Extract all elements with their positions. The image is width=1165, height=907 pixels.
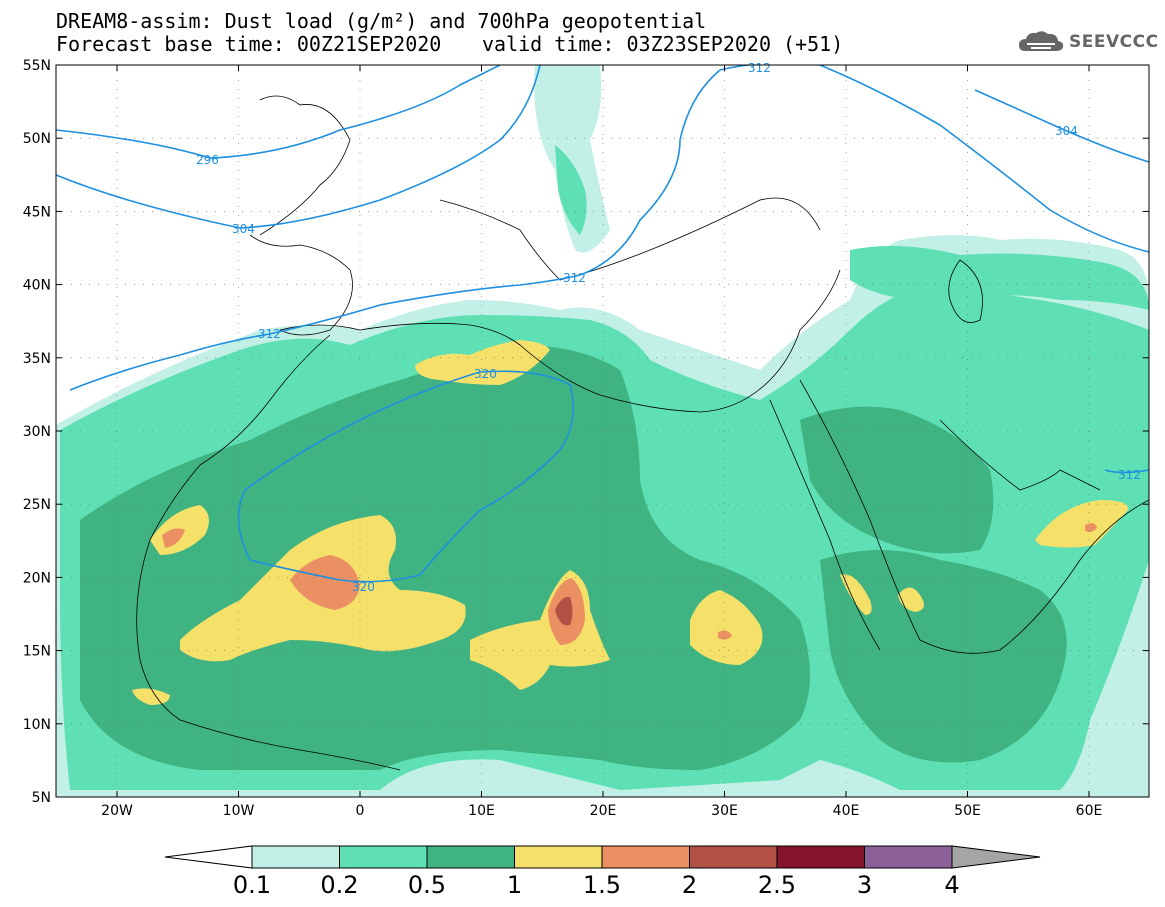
contour-label: 320 [474,367,497,381]
dust-level-0.1-north [534,65,610,253]
map-title: DREAM8-assim: Dust load (g/m²) and 700hP… [56,9,707,33]
lat-label: 55N [23,58,51,74]
geopotential-contours [56,65,1149,583]
colorbar-label: 2.5 [758,871,796,899]
lon-label: 20W [101,803,133,819]
lon-label: 60E [1076,803,1103,819]
colorbar-label: 4 [944,871,959,899]
dust-level-1.5-oman [1085,523,1097,533]
contour-312-west [69,65,820,391]
lat-label: 15N [23,644,51,660]
latitude-axis: 55N 50N 45N 40N 35N 30N 25N 20N 15N 10N 5N [23,58,1149,806]
colorbar-swatch [426,845,515,869]
dust-level-1-senegal [132,688,170,705]
dust-level-0.2-caspian [850,246,1149,310]
dust-level-1-north [415,340,550,385]
lon-label: 20E [590,803,617,819]
coastline-north-africa [199,269,841,466]
dust-level-0.5 [80,345,810,770]
contour-304-west [56,65,541,229]
colorbar-swatch [514,845,603,869]
colorbar-label: 0.2 [320,871,358,899]
colorbar-label: 0.1 [233,871,271,899]
seevccc-logo: SEEVCCC [1017,29,1159,55]
coastline-gulf [939,419,1101,491]
contour-label: 304 [232,222,255,236]
longitude-axis: 20W 10W 0 10E 20E 30E 40E 50E 60E [101,65,1102,819]
lat-label: 30N [23,424,51,440]
lon-label: 40E [833,803,860,819]
contour-296 [56,65,501,159]
contour-label: 296 [196,153,219,167]
colorbar-swatch [864,845,953,869]
colorbar-min-arrow [164,845,253,869]
colorbar-label: 1.5 [583,871,621,899]
coastline-west-africa [136,464,401,771]
contour-320 [237,370,575,583]
contour-label: 312 [258,327,281,341]
colorbar-swatch [689,845,778,869]
dust-field [56,65,1149,797]
lat-label: 20N [23,570,51,586]
colorbar-label: 3 [857,871,872,899]
lon-label: 0 [356,803,365,819]
contour-312-south [1104,469,1149,474]
lon-label: 30E [711,803,738,819]
cloud-icon [1019,31,1064,51]
dust-level-1.5-mauritania [162,528,185,548]
lat-label: 45N [23,204,51,220]
lon-label: 10W [223,803,255,819]
contour-label: 304 [1055,124,1078,138]
forecast-base-time: Forecast base time: 00Z21SEP2020 [56,32,442,56]
dust-level-1.5-sahara [290,555,360,610]
colorbar-max-arrow [951,845,1041,869]
dust-level-1-red-sea [840,574,872,615]
lon-label: 50E [954,803,981,819]
contour-label: 312 [1118,468,1141,482]
dust-level-0.2-north [555,145,587,235]
colorbar-swatch [251,845,340,869]
coastline-europe [249,95,821,336]
dust-level-1-egypt [690,590,763,665]
dust-level-1-oman [1035,500,1129,548]
colorbar-swatch [339,845,428,869]
colorbar-label: 2 [682,871,697,899]
logo-text: SEEVCCC [1069,32,1159,52]
lat-label: 10N [23,717,51,733]
colorbar: 0.1 0.2 0.5 1 1.5 2 2.5 3 4 [164,845,1041,899]
colorbar-label: 0.5 [408,871,446,899]
coastline-caspian [948,259,983,323]
lat-label: 5N [32,790,51,806]
contour-304-east [974,89,1149,163]
contour-label: 312 [563,271,586,285]
contour-label: 312 [748,61,771,75]
colorbar-swatch [601,845,690,869]
dust-level-0.5-arabia [800,406,994,554]
coastline-red-sea [769,379,1149,654]
dust-level-1.5-egypt [718,630,732,640]
contour-312-east [819,65,1149,253]
dust-level-0.5-east [820,550,1067,763]
dust-level-2-chad [555,596,573,626]
colorbar-label: 1 [507,871,522,899]
lat-label: 40N [23,278,51,294]
colorbar-swatch [776,845,865,869]
lon-label: 10E [468,803,495,819]
lat-label: 35N [23,351,51,367]
lat-label: 25N [23,497,51,513]
valid-time: valid time: 03Z23SEP2020 (+51) [482,32,844,56]
coastlines [136,95,1149,771]
lat-label: 50N [23,131,51,147]
contour-label: 320 [352,580,375,594]
